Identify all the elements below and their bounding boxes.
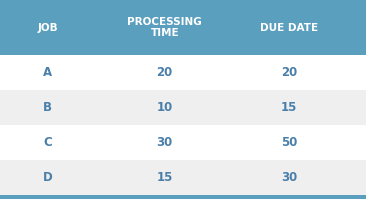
Text: JOB: JOB [37, 22, 58, 33]
Text: 10: 10 [157, 101, 173, 114]
Text: B: B [43, 101, 52, 114]
Text: 15: 15 [157, 171, 173, 184]
Text: C: C [43, 136, 52, 149]
Text: PROCESSING
TIME: PROCESSING TIME [127, 17, 202, 38]
Bar [0, 55, 366, 90]
Text: 30: 30 [281, 171, 297, 184]
Bar [0, 195, 366, 199]
Text: 20: 20 [157, 66, 173, 79]
Text: A: A [43, 66, 52, 79]
Bar [0, 0, 366, 55]
Text: D: D [43, 171, 52, 184]
Bar [0, 90, 366, 125]
Text: 50: 50 [281, 136, 297, 149]
Bar [0, 125, 366, 160]
Text: 30: 30 [157, 136, 173, 149]
Text: DUE DATE: DUE DATE [260, 22, 318, 33]
Bar [0, 160, 366, 195]
Text: 15: 15 [281, 101, 297, 114]
Text: 20: 20 [281, 66, 297, 79]
